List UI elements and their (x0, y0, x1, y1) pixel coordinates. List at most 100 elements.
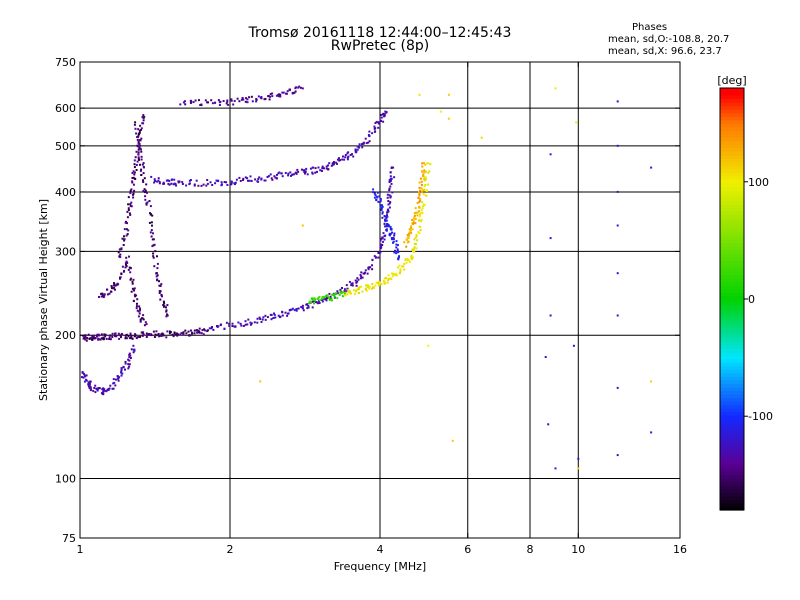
echo-point (132, 278, 135, 281)
echo-point (239, 322, 242, 325)
echo-point (420, 180, 423, 183)
colorbar-band (720, 499, 744, 504)
echo-point (407, 259, 410, 262)
echo-point (234, 325, 237, 328)
echo-point (406, 238, 408, 241)
echo-point (372, 191, 375, 194)
echo-point (373, 255, 376, 258)
echo-point (148, 221, 151, 224)
echo-point (427, 171, 430, 174)
echo-point (355, 288, 358, 291)
echo-point (419, 229, 422, 232)
echo-point (384, 225, 387, 228)
echo-point (273, 312, 275, 315)
echo-point (290, 308, 293, 311)
colorbar-band (720, 288, 744, 293)
echo-point (332, 162, 335, 165)
echo-point (420, 177, 422, 180)
echo-point (359, 274, 362, 276)
echo-point (143, 177, 146, 180)
echo-point (131, 172, 134, 174)
echo-point (162, 334, 165, 337)
echo-point (374, 127, 377, 130)
echo-point (119, 253, 122, 256)
echo-point (351, 153, 353, 156)
echo-point (140, 174, 143, 176)
echo-point (113, 282, 115, 285)
echo-point (390, 278, 393, 281)
echo-point (413, 246, 416, 249)
echo-point (320, 170, 323, 172)
echo-point (412, 250, 414, 253)
echo-point (249, 175, 252, 178)
echo-point (317, 166, 320, 169)
echo-point (125, 256, 128, 259)
echo-point (130, 337, 133, 340)
colorbar-band (720, 154, 744, 159)
echo-point (173, 178, 176, 181)
echo-point (115, 335, 118, 338)
echo-point (381, 240, 384, 243)
echo-point (189, 329, 192, 332)
echo-point (96, 333, 99, 336)
echo-point (383, 282, 386, 285)
echo-point (279, 95, 282, 98)
echo-point (154, 333, 157, 336)
echo-point (387, 274, 390, 277)
colorbar-band (720, 95, 744, 100)
echo-point (304, 170, 307, 173)
echo-point (138, 305, 141, 308)
phases-stats-o-mode: mean, sd,O:-108.8, 20.7 (608, 34, 730, 45)
echo-point (342, 155, 344, 158)
colorbar-band (720, 390, 744, 395)
echo-point (127, 196, 130, 199)
echo-point (142, 314, 145, 317)
echo-point (269, 95, 272, 98)
echo-point (439, 110, 442, 113)
echo-point (124, 334, 127, 337)
echo-point (210, 327, 213, 330)
echo-point (333, 293, 335, 295)
echo-point (295, 86, 298, 89)
echo-point (139, 139, 142, 141)
echo-point (407, 237, 410, 240)
echo-point (372, 286, 375, 289)
chart-subtitle: RwPretec (8p) (330, 38, 430, 54)
y-axis-label: Stationary phase Virtual Height [km] (37, 199, 50, 401)
echo-point (323, 167, 325, 170)
echo-point (89, 380, 92, 383)
echo-point (225, 102, 228, 105)
echo-point (577, 467, 580, 470)
colorbar-band (720, 253, 744, 258)
echo-point (350, 292, 352, 295)
echo-point (104, 333, 107, 336)
echo-point (202, 333, 205, 336)
echo-point (248, 96, 251, 99)
echo-point (328, 297, 330, 299)
colorbar-band (720, 246, 744, 251)
echo-point (379, 247, 382, 250)
echo-point (318, 295, 321, 298)
echo-point (145, 203, 148, 206)
echo-point (113, 381, 116, 384)
echo-point (379, 119, 382, 122)
x-tick-label: 1 (77, 543, 84, 556)
echo-point (150, 213, 152, 216)
echo-point (200, 184, 203, 187)
x-axis-ticks: 1 2 4 6 8 10 16 (77, 62, 687, 556)
echo-point (98, 296, 100, 298)
echo-point (175, 184, 178, 187)
colorbar-band (720, 464, 744, 469)
echo-point (142, 162, 145, 165)
echo-point (414, 217, 417, 220)
x-tick-label: 8 (527, 543, 534, 556)
colorbar-band (720, 291, 744, 297)
echo-point (416, 211, 419, 214)
colorbar-band (720, 119, 744, 124)
echo-point (393, 232, 396, 235)
echo-point (172, 334, 175, 337)
echo-point (139, 124, 142, 127)
echo-point (162, 304, 165, 306)
echo-point (203, 328, 206, 331)
